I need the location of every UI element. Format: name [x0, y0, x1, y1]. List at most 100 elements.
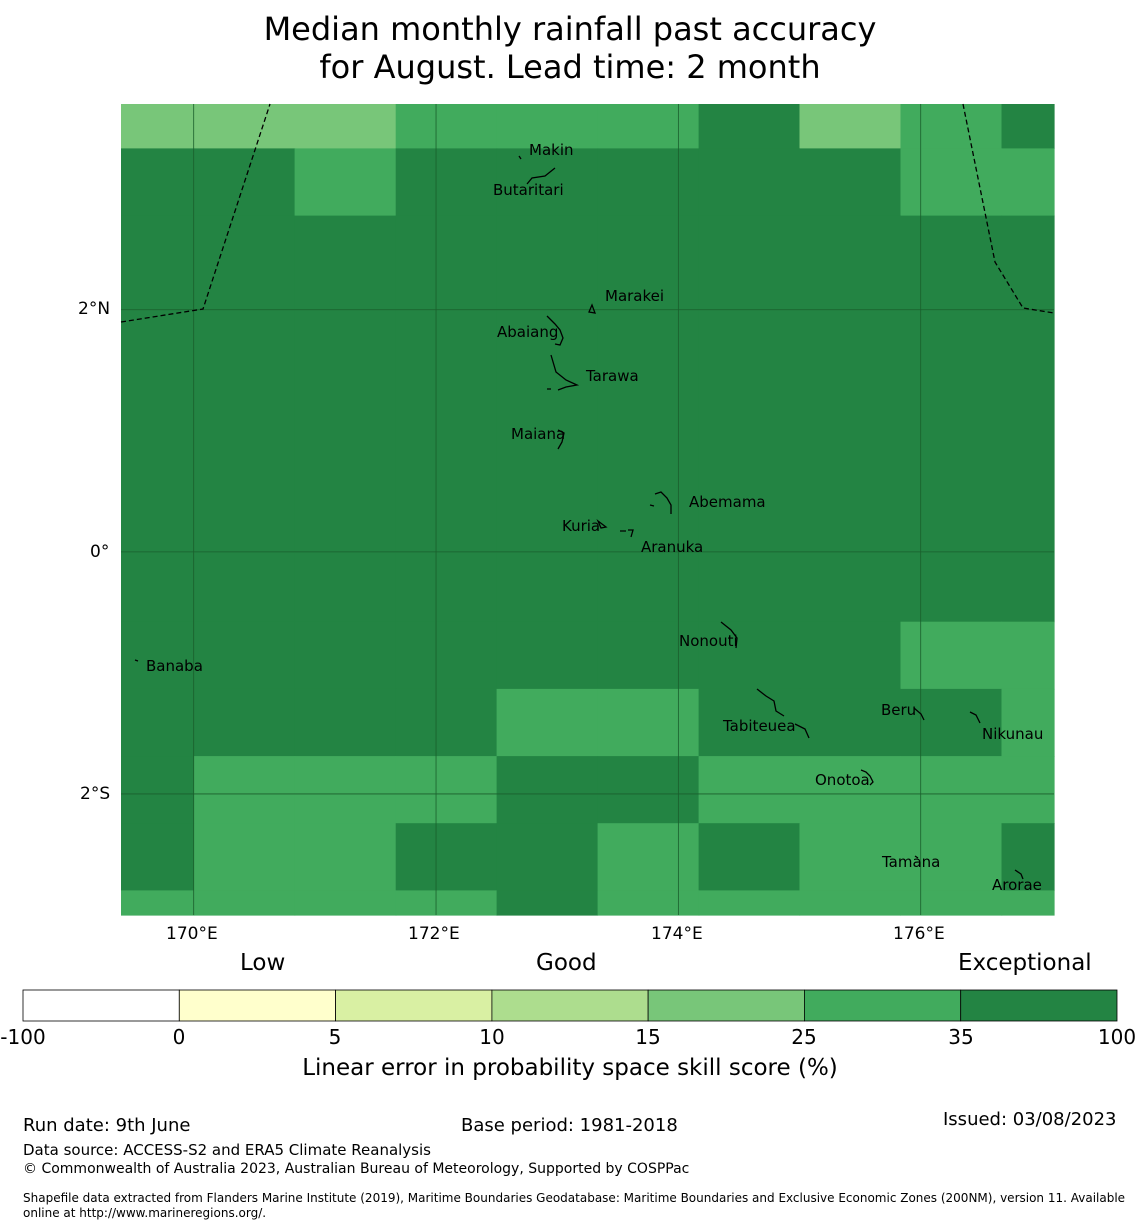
- colorbar-tick: 100: [1097, 1025, 1137, 1049]
- eez-boundary-lines: [120, 103, 1055, 323]
- island-label-tabiteuea: Tabiteuea: [723, 717, 796, 735]
- skill-cell: [799, 104, 901, 149]
- skill-cell: [698, 148, 801, 217]
- skill-cell: [900, 890, 1003, 916]
- skill-cell: [900, 215, 1003, 623]
- skill-cell: [294, 215, 397, 623]
- skill-cell: [193, 215, 296, 623]
- skill-cell: [496, 890, 599, 916]
- y-tick-label: 2°N: [78, 299, 111, 319]
- colorbar-segment: [178, 989, 337, 1022]
- skill-cell: [597, 621, 700, 690]
- skill-cell: [193, 890, 296, 916]
- skill-cell: [121, 890, 195, 916]
- skill-cell: [294, 688, 397, 757]
- category-label-exceptional: Exceptional: [958, 950, 1092, 976]
- colorbar-title: Linear error in probability space skill …: [302, 1055, 838, 1081]
- skill-cell: [121, 756, 195, 824]
- skill-cell: [900, 104, 1003, 149]
- island-label-abaiang: Abaiang: [497, 323, 559, 341]
- island-label-maiana: Maiana: [511, 425, 566, 443]
- category-label-good: Good: [536, 950, 597, 976]
- skill-cell: [395, 756, 498, 824]
- skill-cell: [597, 688, 700, 757]
- x-tick-label: 170°E: [166, 924, 218, 944]
- coast-tarawa: [547, 354, 580, 391]
- eez-boundary-east: [962, 103, 1055, 314]
- colorbar-tick: 5: [328, 1025, 342, 1049]
- skill-cell: [496, 688, 599, 757]
- island-label-beru: Beru: [881, 701, 917, 719]
- coast-beru: [913, 707, 925, 721]
- category-label-low: Low: [240, 950, 286, 976]
- island-label-arorae: Arorae: [992, 876, 1042, 894]
- y-tick-label: 0°: [90, 542, 110, 562]
- skill-cell: [294, 104, 397, 149]
- skill-cell: [1001, 823, 1055, 891]
- skill-cell: [597, 756, 700, 824]
- skill-cell: [799, 756, 901, 824]
- skill-cell: [698, 756, 801, 824]
- skill-cell: [698, 215, 801, 623]
- skill-cell: [121, 215, 195, 623]
- skill-cell: [294, 148, 397, 217]
- skill-cell: [900, 688, 1003, 757]
- skill-cell: [799, 823, 901, 891]
- title-line-2: for August. Lead time: 2 month: [319, 48, 821, 86]
- skill-cell: [193, 104, 296, 149]
- y-tick-label: 2°S: [80, 784, 111, 804]
- colorbar-tick: 25: [791, 1025, 817, 1049]
- x-tick-label: 172°E: [408, 924, 460, 944]
- copyright: © Commonwealth of Australia 2023, Austra…: [23, 1161, 690, 1177]
- skill-cell: [799, 215, 901, 623]
- colorbar: [22, 989, 1118, 1022]
- colorbar-tick: 35: [948, 1025, 974, 1049]
- skill-cell: [496, 621, 599, 690]
- skill-cell: [597, 215, 700, 623]
- skill-cell: [597, 823, 700, 891]
- skill-cell: [1001, 215, 1055, 623]
- issued-date: Issued: 03/08/2023: [943, 1109, 1117, 1130]
- skill-cell: [121, 148, 195, 217]
- skill-cell: [294, 823, 397, 891]
- island-label-aranuka: Aranuka: [641, 538, 704, 556]
- skill-cell: [121, 104, 195, 149]
- skill-cell: [193, 621, 296, 690]
- skill-cell: [496, 823, 599, 891]
- skill-cell: [395, 823, 498, 891]
- skill-cell: [193, 688, 296, 757]
- colorbar-segment: [22, 989, 180, 1022]
- skill-cell: [395, 148, 498, 217]
- coast-banaba: [134, 659, 139, 662]
- colorbar-tick: 0: [172, 1025, 186, 1049]
- skill-cell: [193, 823, 296, 891]
- skill-cell: [121, 823, 195, 891]
- shapefile-credit-line-1: Shapefile data extracted from Flanders M…: [23, 1191, 1126, 1205]
- island-label-kuria: Kuria: [562, 517, 601, 535]
- shapefile-credit-line-2: online at http://www.marineregions.org/.: [23, 1206, 267, 1220]
- skill-cell: [799, 148, 901, 217]
- skill-cell: [193, 756, 296, 824]
- base-period: Base period: 1981-2018: [461, 1115, 678, 1136]
- skill-cell: [395, 621, 498, 690]
- coast-kuria: [596, 519, 608, 529]
- skill-cell: [597, 148, 700, 217]
- coast-onotoa: [860, 769, 874, 786]
- skill-cell: [1001, 890, 1055, 916]
- coast-tabiteuea: [756, 688, 810, 739]
- island-label-tarawa: Tarawa: [586, 367, 639, 385]
- x-tick-label: 176°E: [893, 924, 945, 944]
- skill-cell: [698, 104, 801, 149]
- skill-cell: [121, 688, 195, 757]
- coast-marakei: [588, 303, 597, 314]
- coast-aranuka: [620, 529, 634, 538]
- island-label-makin: Makin: [529, 141, 574, 159]
- colorbar-segment: [491, 989, 649, 1022]
- colorbar-tick: -100: [0, 1025, 46, 1049]
- eez-boundary-west: [120, 103, 271, 323]
- colorbar-segment: [335, 989, 493, 1022]
- skill-cell: [395, 215, 498, 623]
- island-label-banaba: Banaba: [146, 657, 203, 675]
- run-date: Run date: 9th June: [23, 1115, 191, 1136]
- colorbar-segment: [960, 989, 1118, 1022]
